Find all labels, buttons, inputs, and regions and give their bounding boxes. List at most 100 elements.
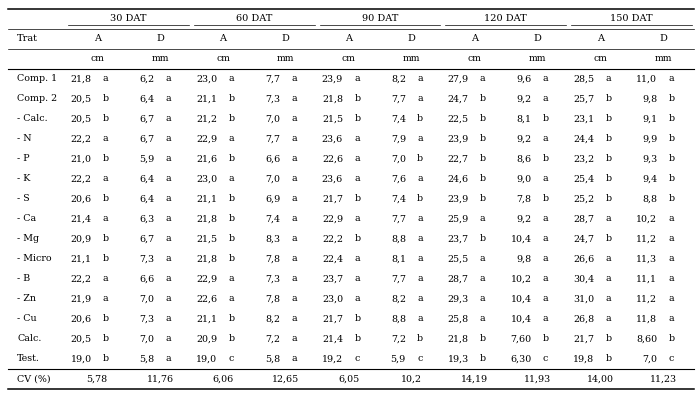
Text: 26,6: 26,6	[573, 254, 594, 263]
Text: 9,9: 9,9	[642, 134, 657, 143]
Text: b: b	[354, 114, 360, 123]
Text: a: a	[480, 74, 486, 83]
Text: mm: mm	[277, 54, 295, 63]
Text: a: a	[354, 134, 360, 143]
Text: a: a	[606, 74, 611, 83]
Text: a: a	[543, 274, 549, 283]
Text: b: b	[480, 354, 486, 364]
Text: 21,6: 21,6	[196, 154, 217, 163]
Text: a: a	[417, 254, 423, 263]
Text: 6,6: 6,6	[139, 274, 155, 283]
Text: 25,2: 25,2	[573, 194, 594, 203]
Text: b: b	[354, 94, 360, 103]
Text: a: a	[480, 274, 486, 283]
Text: 25,5: 25,5	[447, 254, 469, 263]
Text: a: a	[291, 134, 297, 143]
Text: a: a	[291, 314, 297, 324]
Text: 9,0: 9,0	[517, 174, 532, 183]
Text: 9,2: 9,2	[517, 94, 532, 103]
Text: 22,9: 22,9	[322, 214, 343, 223]
Text: - S: - S	[17, 194, 30, 203]
Text: 5,78: 5,78	[87, 374, 108, 383]
Text: b: b	[354, 314, 360, 324]
Text: b: b	[668, 134, 675, 143]
Text: b: b	[228, 314, 235, 324]
Text: a: a	[291, 154, 297, 163]
Text: a: a	[606, 274, 611, 283]
Text: 28,5: 28,5	[573, 74, 594, 83]
Text: a: a	[543, 254, 549, 263]
Text: a: a	[166, 114, 172, 123]
Text: a: a	[543, 214, 549, 223]
Text: 12,65: 12,65	[272, 374, 300, 383]
Text: 7,4: 7,4	[391, 114, 406, 123]
Text: 22,2: 22,2	[71, 134, 92, 143]
Text: 5,8: 5,8	[265, 354, 280, 364]
Text: c: c	[228, 354, 234, 364]
Text: 11,2: 11,2	[636, 234, 657, 243]
Text: cm: cm	[90, 54, 104, 63]
Text: 9,3: 9,3	[642, 154, 657, 163]
Text: cm: cm	[216, 54, 230, 63]
Text: 11,0: 11,0	[636, 74, 657, 83]
Text: b: b	[228, 234, 235, 243]
Text: 7,0: 7,0	[139, 294, 155, 303]
Text: 25,7: 25,7	[573, 94, 594, 103]
Text: a: a	[228, 274, 235, 283]
Text: a: a	[668, 214, 674, 223]
Text: a: a	[166, 314, 172, 324]
Text: 20,6: 20,6	[71, 194, 92, 203]
Text: 6,6: 6,6	[265, 154, 280, 163]
Text: b: b	[417, 194, 424, 203]
Text: 21,9: 21,9	[71, 294, 92, 303]
Text: 6,30: 6,30	[510, 354, 532, 364]
Text: 11,93: 11,93	[524, 374, 551, 383]
Text: 14,00: 14,00	[587, 374, 614, 383]
Text: A: A	[220, 34, 227, 43]
Text: a: a	[417, 294, 423, 303]
Text: a: a	[668, 294, 674, 303]
Text: 22,2: 22,2	[71, 174, 92, 183]
Text: 25,4: 25,4	[573, 174, 594, 183]
Text: D: D	[533, 34, 541, 43]
Text: 120 DAT: 120 DAT	[484, 14, 527, 23]
Text: - Cu: - Cu	[17, 314, 36, 324]
Text: 11,3: 11,3	[636, 254, 657, 263]
Text: 7,0: 7,0	[265, 114, 280, 123]
Text: 21,1: 21,1	[196, 94, 217, 103]
Text: - Mg: - Mg	[17, 234, 39, 243]
Text: a: a	[166, 214, 172, 223]
Text: b: b	[480, 134, 486, 143]
Text: a: a	[668, 254, 674, 263]
Text: 21,4: 21,4	[71, 214, 92, 223]
Text: c: c	[543, 354, 548, 364]
Text: b: b	[668, 94, 675, 103]
Text: - Micro: - Micro	[17, 254, 52, 263]
Text: 7,4: 7,4	[391, 194, 406, 203]
Text: a: a	[291, 354, 297, 364]
Text: mm: mm	[151, 54, 169, 63]
Text: b: b	[543, 334, 549, 343]
Text: Trat: Trat	[17, 34, 38, 43]
Text: c: c	[417, 354, 423, 364]
Text: b: b	[606, 134, 612, 143]
Text: 7,0: 7,0	[265, 174, 280, 183]
Text: 22,9: 22,9	[196, 274, 217, 283]
Text: 7,8: 7,8	[265, 254, 280, 263]
Text: b: b	[103, 194, 109, 203]
Text: 11,8: 11,8	[636, 314, 657, 324]
Text: a: a	[166, 174, 172, 183]
Text: a: a	[291, 334, 297, 343]
Text: a: a	[103, 174, 108, 183]
Text: b: b	[668, 114, 675, 123]
Text: A: A	[345, 34, 352, 43]
Text: 23,7: 23,7	[448, 234, 469, 243]
Text: 8,2: 8,2	[265, 314, 280, 324]
Text: a: a	[354, 254, 360, 263]
Text: 6,06: 6,06	[212, 374, 234, 383]
Text: 21,8: 21,8	[448, 334, 469, 343]
Text: 7,7: 7,7	[391, 214, 406, 223]
Text: - N: - N	[17, 134, 32, 143]
Text: - Calc.: - Calc.	[17, 114, 48, 123]
Text: a: a	[606, 294, 611, 303]
